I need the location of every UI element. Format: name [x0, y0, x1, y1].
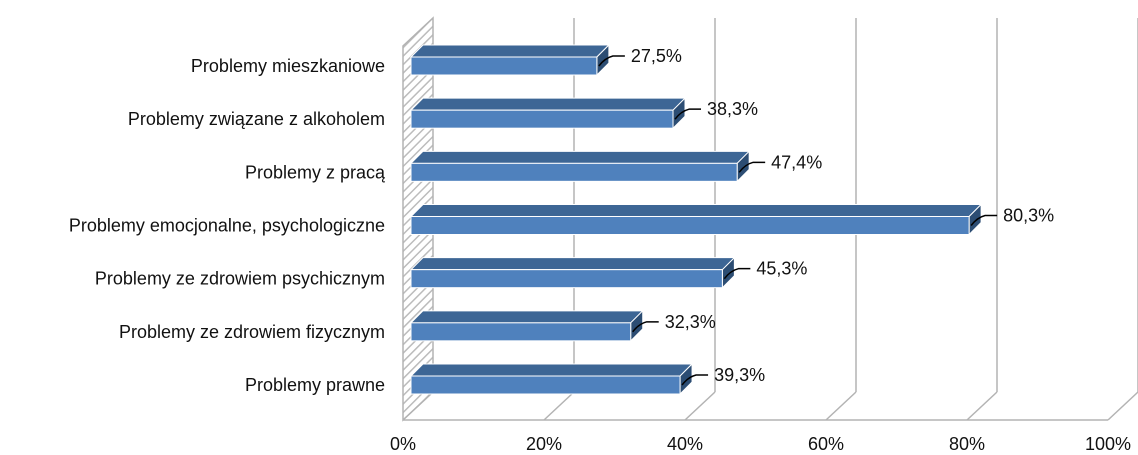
category-label: Problemy prawne — [245, 375, 385, 395]
bar — [410, 216, 970, 235]
bars — [409, 43, 983, 396]
bar-top — [409, 44, 611, 58]
x-tick-label: 40% — [667, 434, 703, 454]
bar — [410, 56, 598, 76]
bar-top — [409, 204, 983, 217]
data-label: 47,4% — [771, 152, 822, 172]
bar — [410, 269, 723, 289]
bar — [410, 375, 681, 395]
x-tick-label: 100% — [1085, 434, 1131, 454]
leader-line — [723, 267, 751, 280]
data-label: 27,5% — [631, 46, 682, 66]
data-label: 45,3% — [756, 259, 807, 279]
bar — [410, 322, 632, 342]
leader-line — [632, 321, 659, 333]
leader-line — [681, 374, 709, 386]
data-label: 32,3% — [665, 312, 716, 332]
bar-top — [409, 310, 644, 324]
bar-top — [409, 363, 694, 377]
x-tick-label: 80% — [949, 434, 985, 454]
category-label: Problemy emocjonalne, psychologiczne — [69, 216, 385, 236]
leader-line — [970, 214, 998, 226]
leader-line — [674, 108, 702, 120]
bar — [410, 162, 738, 182]
floor-gridline — [402, 391, 434, 421]
data-label: 38,3% — [707, 99, 758, 119]
category-label: Problemy związane z alkoholem — [128, 109, 385, 129]
category-label: Problemy ze zdrowiem psychicznym — [95, 269, 385, 289]
x-tick-label: 20% — [526, 434, 562, 454]
bar-top — [409, 97, 687, 111]
floor-gridline — [543, 391, 575, 421]
bar-top — [409, 257, 736, 271]
leader-line — [738, 161, 766, 173]
data-label: 80,3% — [1003, 206, 1054, 226]
floor-gridline — [825, 391, 857, 421]
x-tick-label: 60% — [808, 434, 844, 454]
floor-gridline — [1107, 391, 1138, 421]
data-label: 39,3% — [714, 365, 765, 385]
category-label: Problemy z pracą — [245, 162, 386, 182]
floor-gridline — [966, 391, 998, 421]
floor-gridline — [684, 391, 716, 421]
leader-line — [598, 55, 625, 67]
labels: 0% 20% 40% 60% 80% 100% Problemy mieszkaniowe 2… — [69, 46, 1131, 454]
bar — [410, 109, 674, 129]
x-tick-label: 0% — [390, 434, 416, 454]
category-label: Problemy mieszkaniowe — [191, 56, 385, 76]
bar-top — [409, 150, 751, 164]
category-label: Problemy ze zdrowiem fizycznym — [119, 322, 385, 342]
